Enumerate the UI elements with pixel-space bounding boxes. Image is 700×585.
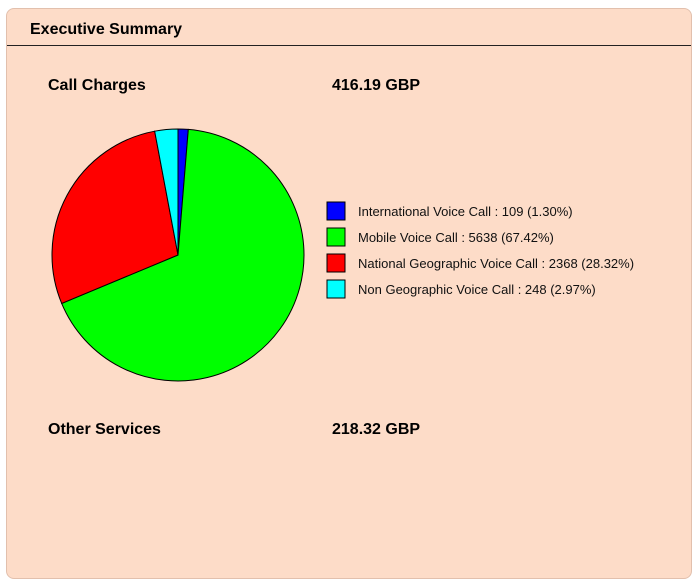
legend-swatch: [326, 227, 346, 247]
pie-slice-non-geographic-voice-call: [154, 128, 179, 256]
legend-label: International Voice Call : 109 (1.30%): [358, 204, 573, 219]
legend-label: Non Geographic Voice Call : 248 (2.97%): [358, 282, 596, 297]
pie-slice-mobile-voice-call: [61, 128, 305, 382]
legend-swatch: [326, 201, 346, 221]
other-services-amount: 218.32 GBP: [332, 421, 421, 438]
other-services-label: Other Services: [48, 421, 161, 438]
legend-label: National Geographic Voice Call : 2368 (2…: [358, 256, 634, 271]
call-charges-label: Call Charges: [48, 77, 146, 94]
call-charges-amount: 416.19 GBP: [332, 77, 421, 94]
panel-header: Executive Summary: [7, 9, 691, 46]
panel-title: Executive Summary: [30, 21, 183, 38]
pie-slice-national-geographic-voice-call: [51, 130, 179, 305]
legend-label: Mobile Voice Call : 5638 (67.42%): [358, 230, 554, 245]
legend-swatch: [326, 279, 346, 299]
legend-swatch: [326, 253, 346, 273]
